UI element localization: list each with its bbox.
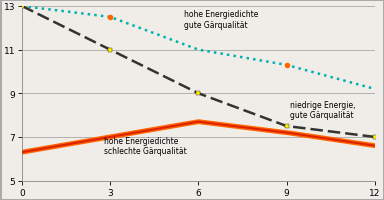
Text: hohe Energiedichte
gute Gärqualität: hohe Energiedichte gute Gärqualität [184, 10, 258, 29]
Text: hohe Energiedichte
schlechte Gärqualität: hohe Energiedichte schlechte Gärqualität [104, 136, 187, 155]
Text: niedrige Energie,
gute Gärqualität: niedrige Energie, gute Gärqualität [290, 100, 355, 120]
